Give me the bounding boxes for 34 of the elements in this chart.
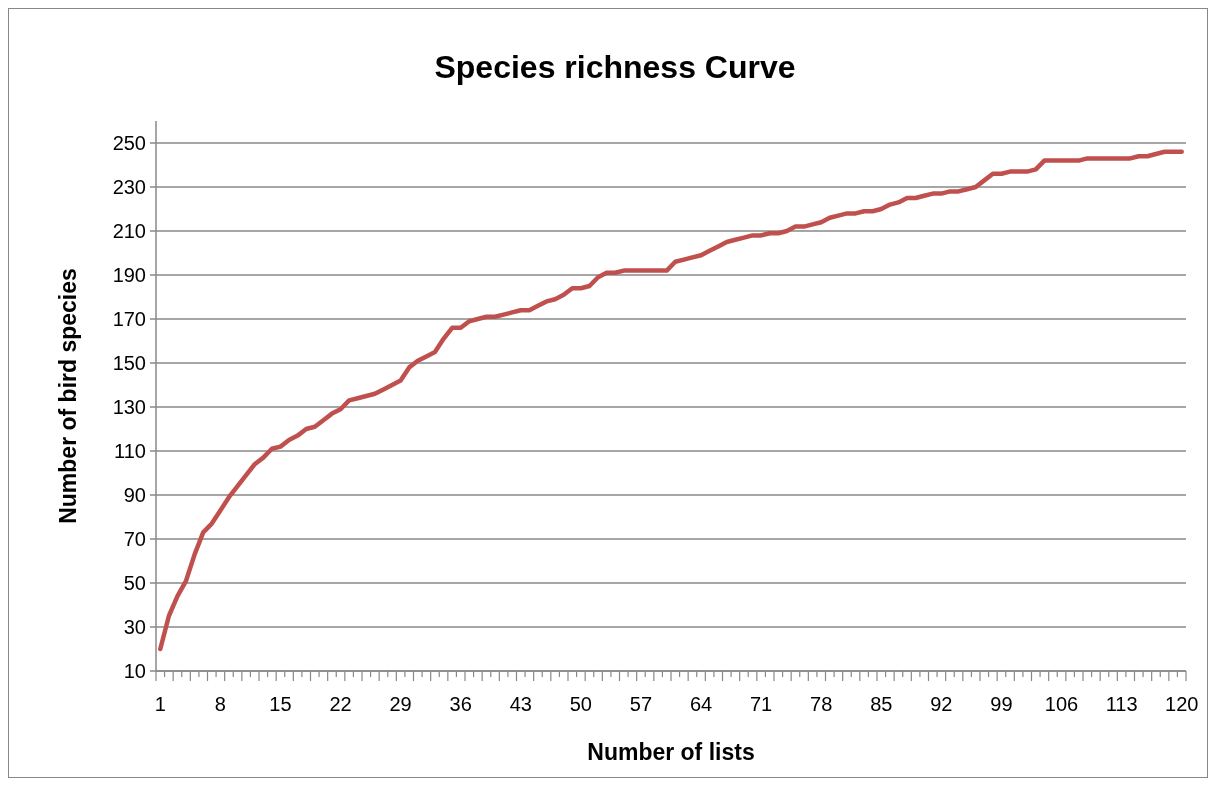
- x-tick-label: 113: [1105, 693, 1138, 715]
- y-axis-title: Number of bird species: [55, 268, 81, 524]
- y-tick-label: 10: [123, 660, 146, 682]
- x-tick-label: 36: [449, 693, 472, 715]
- y-tick-label: 210: [112, 220, 146, 242]
- y-tick-label: 50: [123, 572, 146, 594]
- x-tick-label: 106: [1044, 693, 1079, 715]
- y-tick-label: 250: [112, 132, 146, 154]
- x-tick-label: 15: [269, 693, 292, 715]
- y-tick-label: 30: [123, 616, 146, 638]
- x-tick-label: 64: [689, 693, 713, 715]
- x-tick-label: 22: [329, 693, 352, 715]
- y-tick-label: 190: [112, 264, 146, 286]
- x-tick-label: 99: [990, 693, 1013, 715]
- y-tick-label: 110: [114, 440, 146, 462]
- x-tick-label: 92: [930, 693, 953, 715]
- x-tick-label: 78: [810, 693, 833, 715]
- x-tick-label: 120: [1165, 693, 1199, 715]
- y-tick-label: 70: [123, 528, 146, 550]
- x-axis-title: Number of lists: [587, 739, 755, 765]
- x-tick-label: 8: [214, 693, 226, 715]
- y-tick-label: 150: [112, 352, 146, 374]
- y-tick-label: 130: [112, 396, 146, 418]
- y-tick-label: 90: [123, 484, 146, 506]
- x-tick-label: 43: [509, 693, 532, 715]
- x-tick-label: 50: [569, 693, 592, 715]
- x-tick-label: 71: [750, 693, 773, 715]
- x-tick-label: 85: [870, 693, 893, 715]
- y-tick-label: 230: [112, 176, 146, 198]
- x-tick-label: 57: [629, 693, 653, 715]
- x-tick-label: 1: [154, 693, 166, 715]
- chart-title: Species richness Curve: [434, 49, 796, 85]
- x-tick-label: 29: [389, 693, 412, 715]
- y-tick-label: 170: [112, 308, 146, 330]
